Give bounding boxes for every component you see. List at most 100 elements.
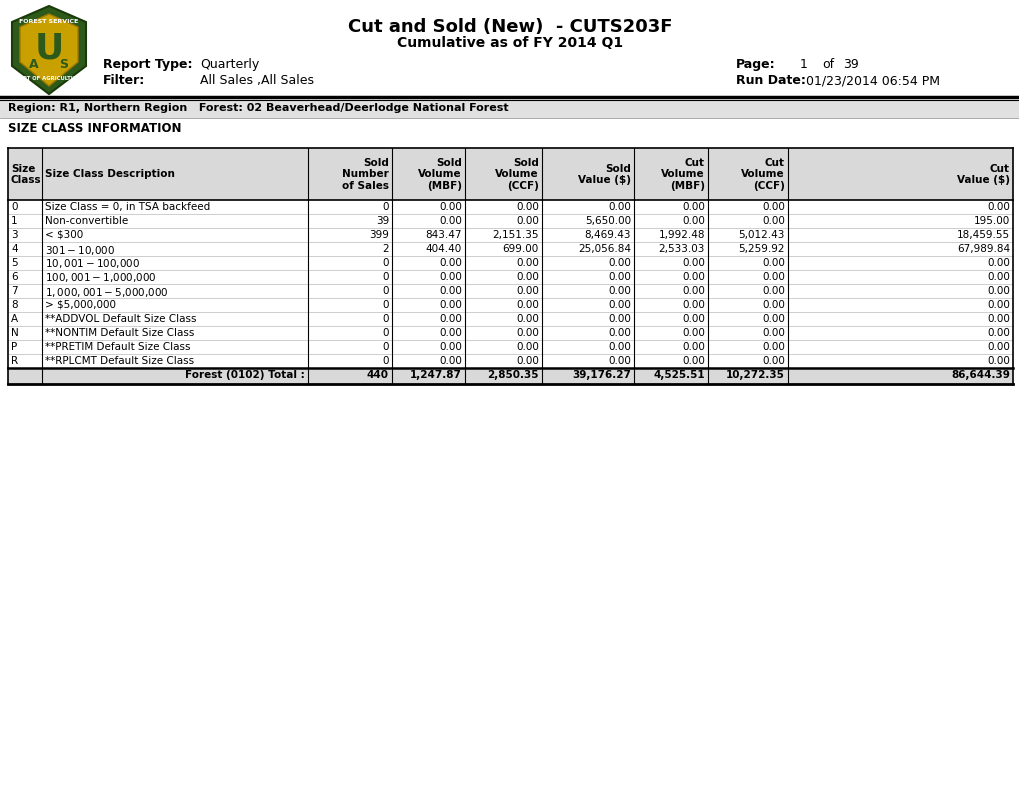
Text: 5,012.43: 5,012.43	[738, 229, 785, 240]
Text: 0.00: 0.00	[682, 202, 704, 211]
Text: 8,469.43: 8,469.43	[584, 229, 631, 240]
Text: 0: 0	[382, 258, 388, 267]
Text: 0.00: 0.00	[607, 341, 631, 351]
Polygon shape	[12, 6, 86, 94]
Text: 0.00: 0.00	[516, 272, 538, 281]
Bar	[8, 298, 1012, 312]
Text: Volume: Volume	[418, 169, 462, 179]
Text: $1,000,001 - $5,000,000: $1,000,001 - $5,000,000	[45, 285, 168, 299]
Text: 1: 1	[11, 215, 17, 225]
Polygon shape	[20, 14, 77, 86]
Text: 3: 3	[11, 229, 17, 240]
Text: Filter:: Filter:	[103, 74, 145, 87]
Text: 67,989.84: 67,989.84	[956, 243, 1009, 254]
Text: 0.00: 0.00	[607, 202, 631, 211]
Text: 0: 0	[382, 299, 388, 310]
Text: Page:: Page:	[736, 58, 774, 71]
Bar	[8, 270, 1012, 284]
Text: P: P	[11, 341, 17, 351]
Text: 0.00: 0.00	[682, 314, 704, 324]
Text: Value ($): Value ($)	[578, 175, 631, 185]
Text: Run Date:: Run Date:	[736, 74, 805, 87]
Text: 0.00: 0.00	[516, 202, 538, 211]
Text: R: R	[11, 355, 18, 366]
Text: 2,533.03: 2,533.03	[658, 243, 704, 254]
Text: 0.00: 0.00	[682, 285, 704, 296]
Text: 0.00: 0.00	[607, 314, 631, 324]
Text: Sold: Sold	[363, 158, 388, 168]
Text: FOREST SERVICE: FOREST SERVICE	[19, 18, 78, 24]
Text: 0.00: 0.00	[607, 258, 631, 267]
Text: 0.00: 0.00	[986, 272, 1009, 281]
Bar	[8, 284, 1012, 298]
Text: 0.00: 0.00	[439, 355, 462, 366]
Bar	[8, 242, 1012, 256]
Text: 7: 7	[11, 285, 17, 296]
Text: 1,992.48: 1,992.48	[658, 229, 704, 240]
Text: 39: 39	[375, 215, 388, 225]
Text: 0.00: 0.00	[607, 328, 631, 337]
Text: 0.00: 0.00	[986, 341, 1009, 351]
Text: 2,850.35: 2,850.35	[487, 370, 538, 380]
Text: 1,247.87: 1,247.87	[410, 370, 462, 380]
Text: 5: 5	[11, 258, 17, 267]
Bar	[8, 312, 1012, 326]
Text: 0.00: 0.00	[761, 299, 785, 310]
Text: Number: Number	[342, 169, 388, 179]
Text: A: A	[11, 314, 18, 324]
Bar	[0, 101, 1019, 118]
Text: 0.00: 0.00	[516, 285, 538, 296]
Text: 0.00: 0.00	[761, 258, 785, 267]
Text: 5,259.92: 5,259.92	[738, 243, 785, 254]
Text: 0.00: 0.00	[682, 215, 704, 225]
Text: 0.00: 0.00	[761, 314, 785, 324]
Text: Sold: Sold	[436, 158, 462, 168]
Text: 39,176.27: 39,176.27	[572, 370, 631, 380]
Text: Report Type:: Report Type:	[103, 58, 193, 71]
Text: 0: 0	[382, 341, 388, 351]
Text: 0.00: 0.00	[986, 299, 1009, 310]
Text: 0.00: 0.00	[439, 202, 462, 211]
Text: 0.00: 0.00	[439, 314, 462, 324]
Text: 0.00: 0.00	[516, 215, 538, 225]
Text: 0.00: 0.00	[761, 202, 785, 211]
Text: 0.00: 0.00	[682, 328, 704, 337]
Text: 0: 0	[382, 202, 388, 211]
Text: Quarterly: Quarterly	[200, 58, 259, 71]
Text: Size: Size	[11, 163, 36, 173]
Text: > $5,000,000: > $5,000,000	[45, 299, 116, 310]
Text: 404.40: 404.40	[425, 243, 462, 254]
Text: 0: 0	[11, 202, 17, 211]
Text: 8: 8	[11, 299, 17, 310]
Text: Value ($): Value ($)	[956, 175, 1009, 185]
Text: (CCF): (CCF)	[506, 180, 538, 191]
Text: Cut: Cut	[764, 158, 785, 168]
Text: 0.00: 0.00	[986, 355, 1009, 366]
Text: 25,056.84: 25,056.84	[578, 243, 631, 254]
Text: 0.00: 0.00	[986, 258, 1009, 267]
Text: $10,001 - $100,000: $10,001 - $100,000	[45, 258, 140, 270]
Text: **PRETIM Default Size Class: **PRETIM Default Size Class	[45, 341, 191, 351]
Text: 0.00: 0.00	[761, 341, 785, 351]
Bar	[8, 340, 1012, 354]
Text: 0.00: 0.00	[439, 215, 462, 225]
Text: 0.00: 0.00	[682, 341, 704, 351]
Text: 01/23/2014 06:54 PM: 01/23/2014 06:54 PM	[805, 74, 940, 87]
Text: Sold: Sold	[513, 158, 538, 168]
Bar	[8, 354, 1012, 368]
Text: **NONTIM Default Size Class: **NONTIM Default Size Class	[45, 328, 195, 337]
Text: of Sales: of Sales	[341, 180, 388, 191]
Text: All Sales ,All Sales: All Sales ,All Sales	[200, 74, 314, 87]
Text: 0.00: 0.00	[682, 355, 704, 366]
Text: **RPLCMT Default Size Class: **RPLCMT Default Size Class	[45, 355, 194, 366]
Text: $301 - $10,000: $301 - $10,000	[45, 243, 115, 257]
Text: (CCF): (CCF)	[752, 180, 785, 191]
Text: 0.00: 0.00	[986, 314, 1009, 324]
Text: 0.00: 0.00	[607, 299, 631, 310]
Text: Cut and Sold (New)  - CUTS203F: Cut and Sold (New) - CUTS203F	[347, 18, 672, 36]
Bar	[8, 214, 1012, 228]
Text: 195.00: 195.00	[973, 215, 1009, 225]
Text: **ADDVOL Default Size Class: **ADDVOL Default Size Class	[45, 314, 197, 324]
Text: Cumulative as of FY 2014 Q1: Cumulative as of FY 2014 Q1	[396, 36, 623, 50]
Text: 0.00: 0.00	[516, 328, 538, 337]
